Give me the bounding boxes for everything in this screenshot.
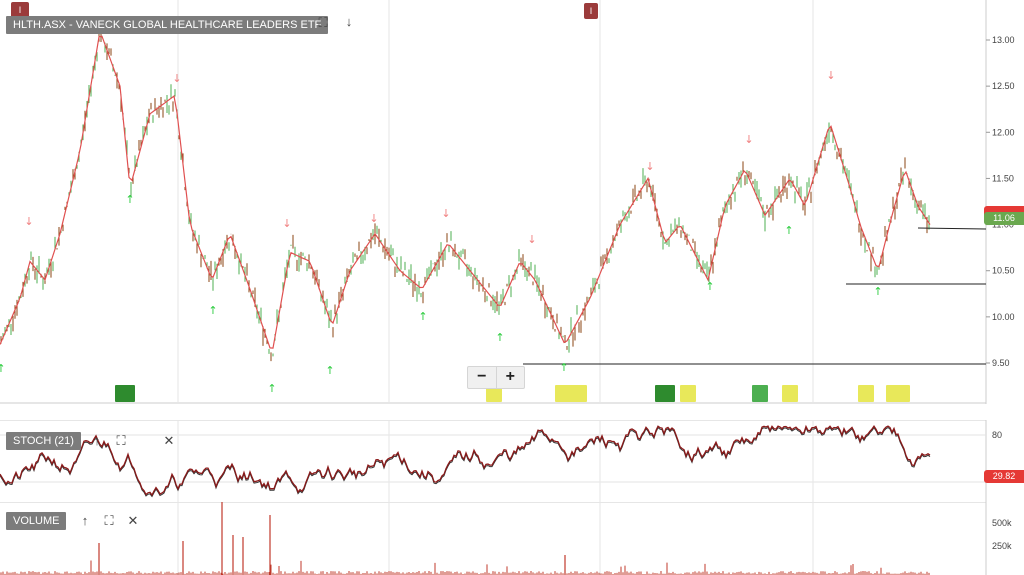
stoch-k-line	[0, 424, 931, 497]
down-arrow-icon: ↓	[24, 215, 33, 228]
price-tick-label: 9.50	[992, 358, 1010, 368]
volume-title: VOLUME	[6, 512, 67, 530]
up-arrow-icon: ↑	[418, 310, 427, 323]
close-icon[interactable]: ✕	[127, 513, 139, 528]
stoch-signal-line	[0, 426, 931, 498]
price-tick-label: 12.50	[992, 81, 1015, 91]
down-arrow-icon: ↓	[441, 207, 450, 220]
zoom-in-button[interactable]: +	[495, 367, 525, 388]
event-marker	[858, 385, 874, 402]
event-marker	[486, 385, 502, 402]
arrow-up-icon[interactable]: ↑	[81, 513, 89, 528]
chart-title: HLTH.ASX - VANECK GLOBAL HEALTHCARE LEAD…	[6, 16, 329, 34]
price-tick-label: 13.00	[992, 35, 1015, 45]
up-arrow-icon: ↑	[705, 280, 714, 293]
event-marker	[555, 385, 587, 402]
up-arrow-icon: ↑	[495, 331, 504, 344]
zoom-out-button[interactable]: −	[477, 368, 487, 385]
event-badge-top-left[interactable]: I	[11, 2, 29, 18]
stoch-tick-label: 80	[992, 430, 1002, 440]
stoch-value-tag: 29.82	[984, 470, 1024, 483]
volume-tick-label: 250k	[992, 541, 1012, 551]
up-arrow-icon: ↑	[873, 285, 882, 298]
volume-pane[interactable]: 500k 250k VOLUME ↑ ⛶ ✕	[0, 502, 1024, 575]
up-arrow-icon: ↑	[0, 362, 6, 375]
stoch-chart[interactable]: 80	[0, 420, 1024, 502]
volume-tick-label: 500k	[992, 518, 1012, 528]
down-arrow-icon: ↓	[282, 217, 291, 230]
up-arrow-icon: ↑	[784, 224, 793, 237]
last-price-tag: 11.06	[984, 212, 1024, 225]
event-marker	[886, 385, 910, 402]
price-tick-label: 10.00	[992, 312, 1015, 322]
event-badge-top-mid[interactable]: I	[584, 3, 598, 19]
event-marker	[782, 385, 798, 402]
expand-icon[interactable]: ⛶	[116, 433, 126, 448]
price-chart[interactable]: 202220232024202513.0012.5012.0011.5011.0…	[0, 0, 1024, 404]
price-tick-label: 10.50	[992, 266, 1015, 276]
event-marker	[655, 385, 675, 402]
up-arrow-icon: ↑	[208, 304, 217, 317]
stoch-title: STOCH (21)	[6, 432, 81, 450]
down-arrow-icon: ↓	[172, 72, 181, 85]
up-arrow-icon: ↑	[559, 361, 568, 374]
up-arrow-icon: ↑	[125, 193, 134, 206]
down-arrow-icon: ↓	[527, 233, 536, 246]
down-arrow-icon: ↓	[645, 160, 654, 173]
up-arrow-icon: ↑	[267, 382, 276, 395]
price-tick-label: 12.00	[992, 127, 1015, 137]
down-arrow-icon: ↓	[744, 133, 753, 146]
price-pane[interactable]: 202220232024202513.0012.5012.0011.5011.0…	[0, 0, 1024, 404]
up-arrow-icon: ↑	[325, 364, 334, 377]
event-marker	[680, 385, 696, 402]
price-tick-label: 11.50	[992, 173, 1014, 183]
close-icon[interactable]: ✕	[163, 433, 175, 448]
expand-icon[interactable]: ⛶	[104, 513, 114, 528]
event-marker	[115, 385, 135, 402]
zoom-control: − +	[467, 366, 525, 389]
volume-chart[interactable]: 500k 250k	[0, 502, 1024, 575]
candles-group	[0, 25, 930, 362]
moving-average-line	[0, 35, 931, 349]
down-arrow-icon: ↓	[826, 69, 835, 82]
download-icon[interactable]: ↓	[345, 14, 353, 29]
down-arrow-icon: ↓	[369, 212, 378, 225]
event-marker	[752, 385, 768, 402]
stoch-pane[interactable]: 80 STOCH (21) ↑ ⛶ ✕ 29.82	[0, 420, 1024, 502]
expand-icon[interactable]: ⛶	[318, 15, 328, 30]
support-line	[917, 227, 987, 230]
arrow-up-icon[interactable]: ↑	[93, 433, 101, 448]
